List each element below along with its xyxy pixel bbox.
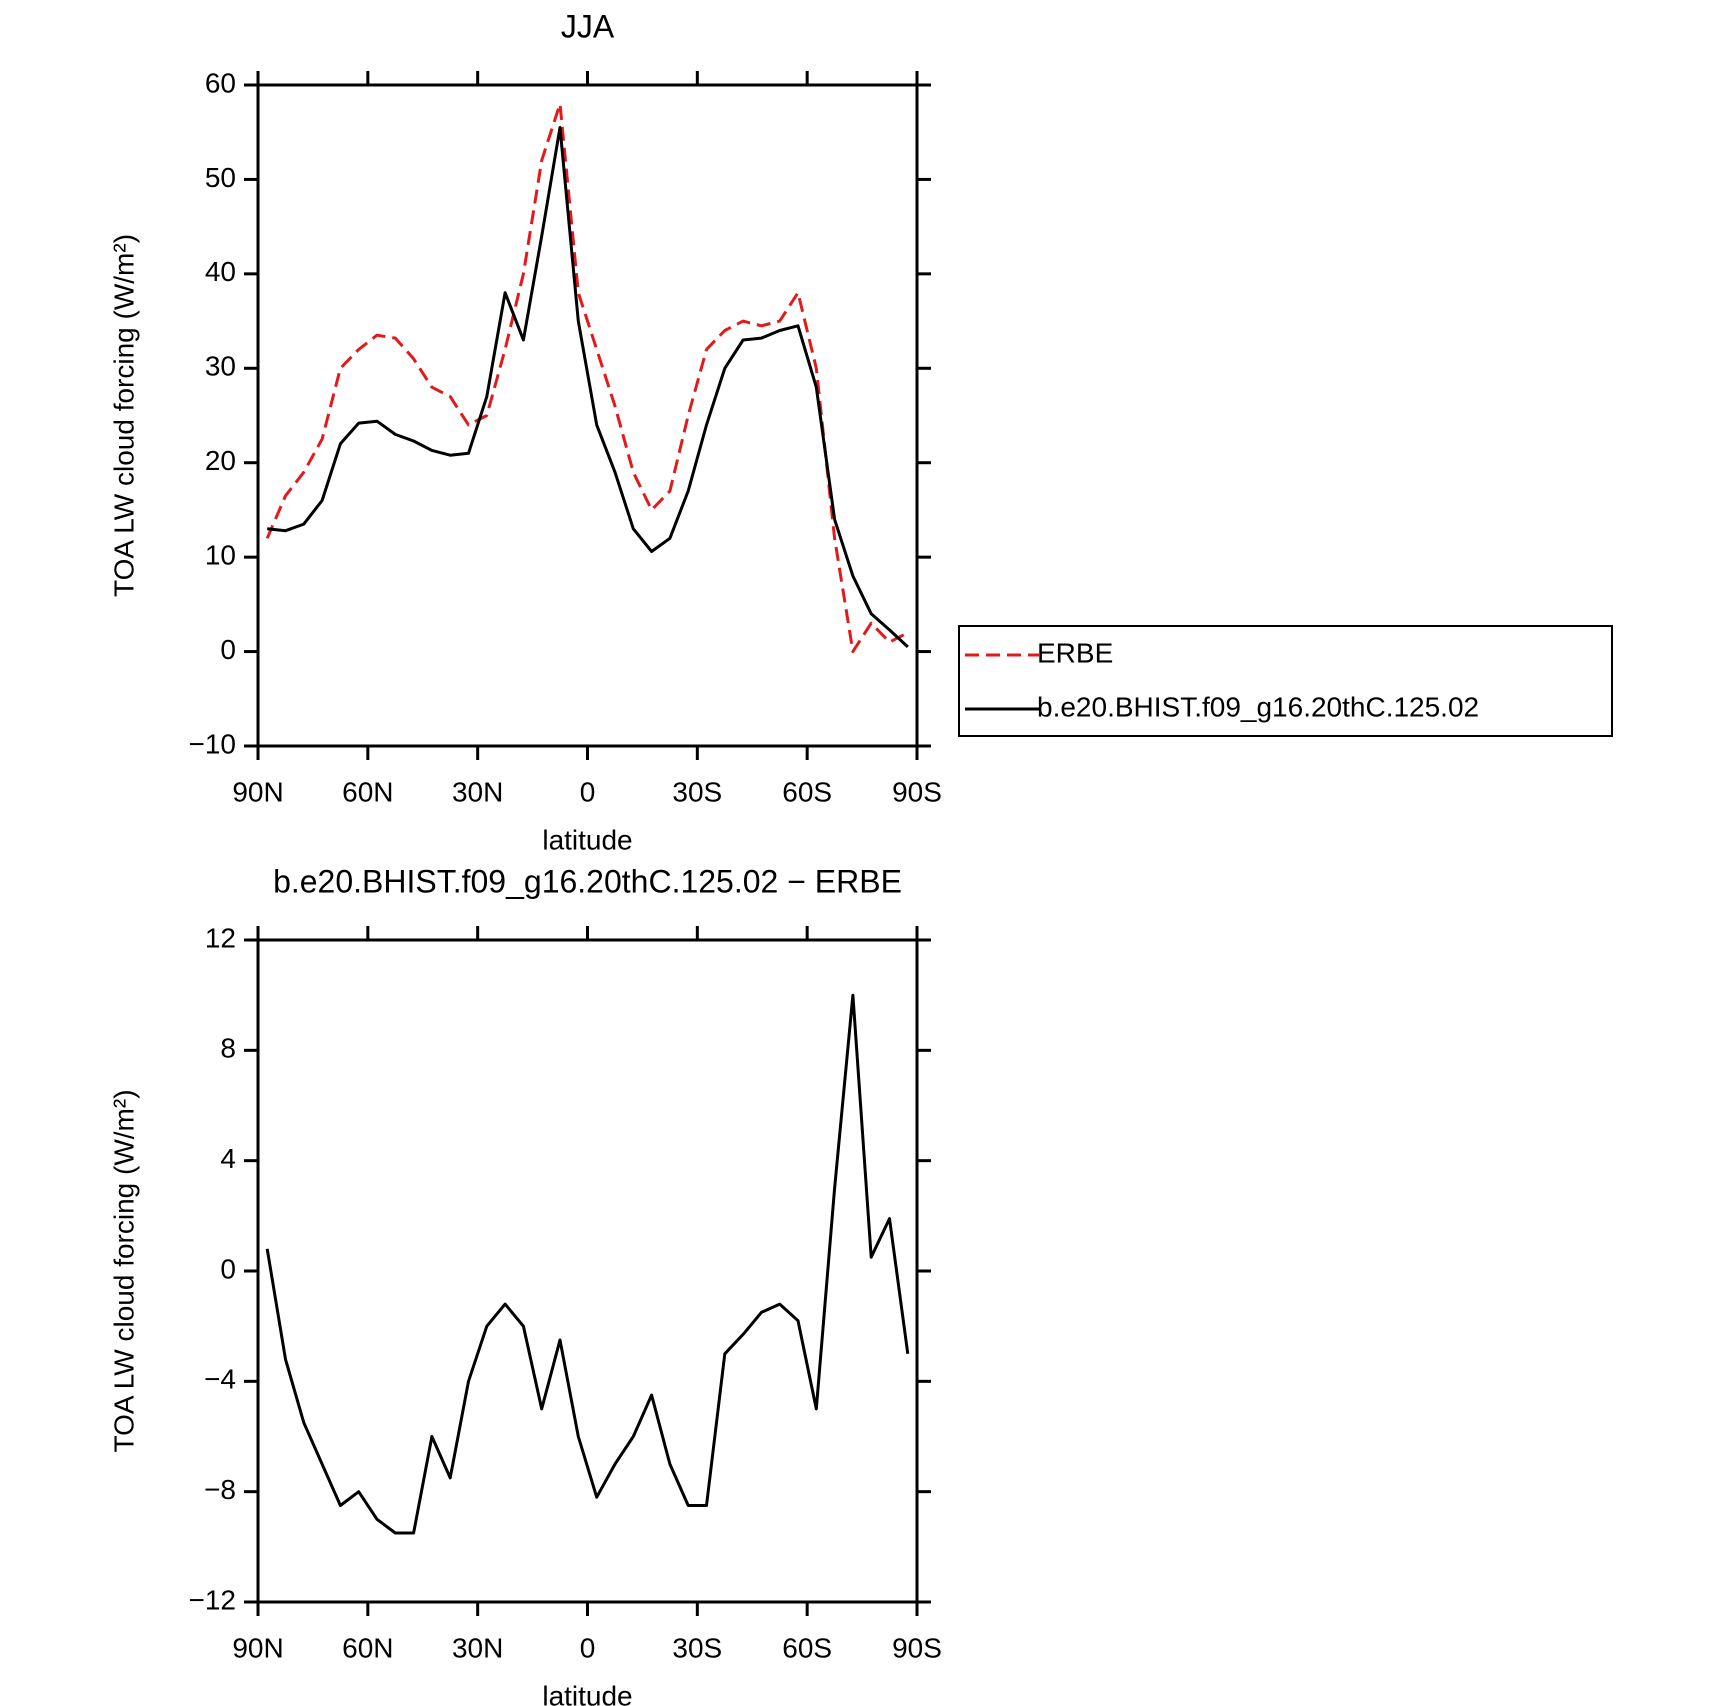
data-line [267, 126, 909, 648]
x-tick-label: 60N [342, 1632, 393, 1663]
legend-label: ERBE [1037, 637, 1113, 668]
x-tick-label: 30N [452, 776, 503, 807]
x-tick-label: 0 [580, 776, 596, 807]
plot-frame [256, 83, 919, 748]
chart-title: JJA [561, 8, 615, 44]
y-tick-label: −8 [204, 1474, 236, 1505]
y-axis-label: TOA LW cloud forcing (W/m²) [108, 1089, 139, 1452]
y-axis-label: TOA LW cloud forcing (W/m²) [108, 234, 139, 597]
x-tick-label: 90S [892, 776, 942, 807]
y-tick-label: 60 [205, 67, 236, 98]
x-tick-label: 30N [452, 1632, 503, 1663]
y-tick-label: 20 [205, 445, 236, 476]
plot-frame [256, 938, 919, 1604]
y-tick-label: 0 [220, 1253, 236, 1284]
y-tick-label: −4 [204, 1364, 236, 1395]
x-tick-label: 30S [672, 1632, 722, 1663]
data-line [265, 993, 910, 1535]
x-tick-label: 0 [580, 1632, 596, 1663]
x-axis-label: latitude [542, 1680, 632, 1706]
chart-title: b.e20.BHIST.f09_g16.20thC.125.02 − ERBE [273, 863, 902, 899]
x-tick-label: 60N [342, 776, 393, 807]
x-tick-label: 60S [782, 1632, 832, 1663]
legend-box [958, 625, 1613, 737]
y-tick-label: 30 [205, 351, 236, 382]
y-tick-label: −10 [189, 728, 237, 759]
y-tick-label: 0 [220, 634, 236, 665]
x-tick-label: 30S [672, 776, 722, 807]
y-tick-label: 10 [205, 540, 236, 571]
y-tick-label: 4 [220, 1143, 236, 1174]
y-tick-label: 40 [205, 256, 236, 287]
x-tick-label: 90S [892, 1632, 942, 1663]
data-line [265, 102, 909, 654]
y-tick-label: 12 [205, 922, 236, 953]
x-tick-label: 90N [232, 1632, 283, 1663]
x-tick-label: 60S [782, 776, 832, 807]
x-tick-label: 90N [232, 776, 283, 807]
x-axis-label: latitude [542, 824, 632, 855]
y-tick-label: −12 [189, 1584, 237, 1615]
legend-label: b.e20.BHIST.f09_g16.20thC.125.02 [1037, 691, 1479, 722]
y-tick-label: 50 [205, 162, 236, 193]
y-tick-label: 8 [220, 1033, 236, 1064]
